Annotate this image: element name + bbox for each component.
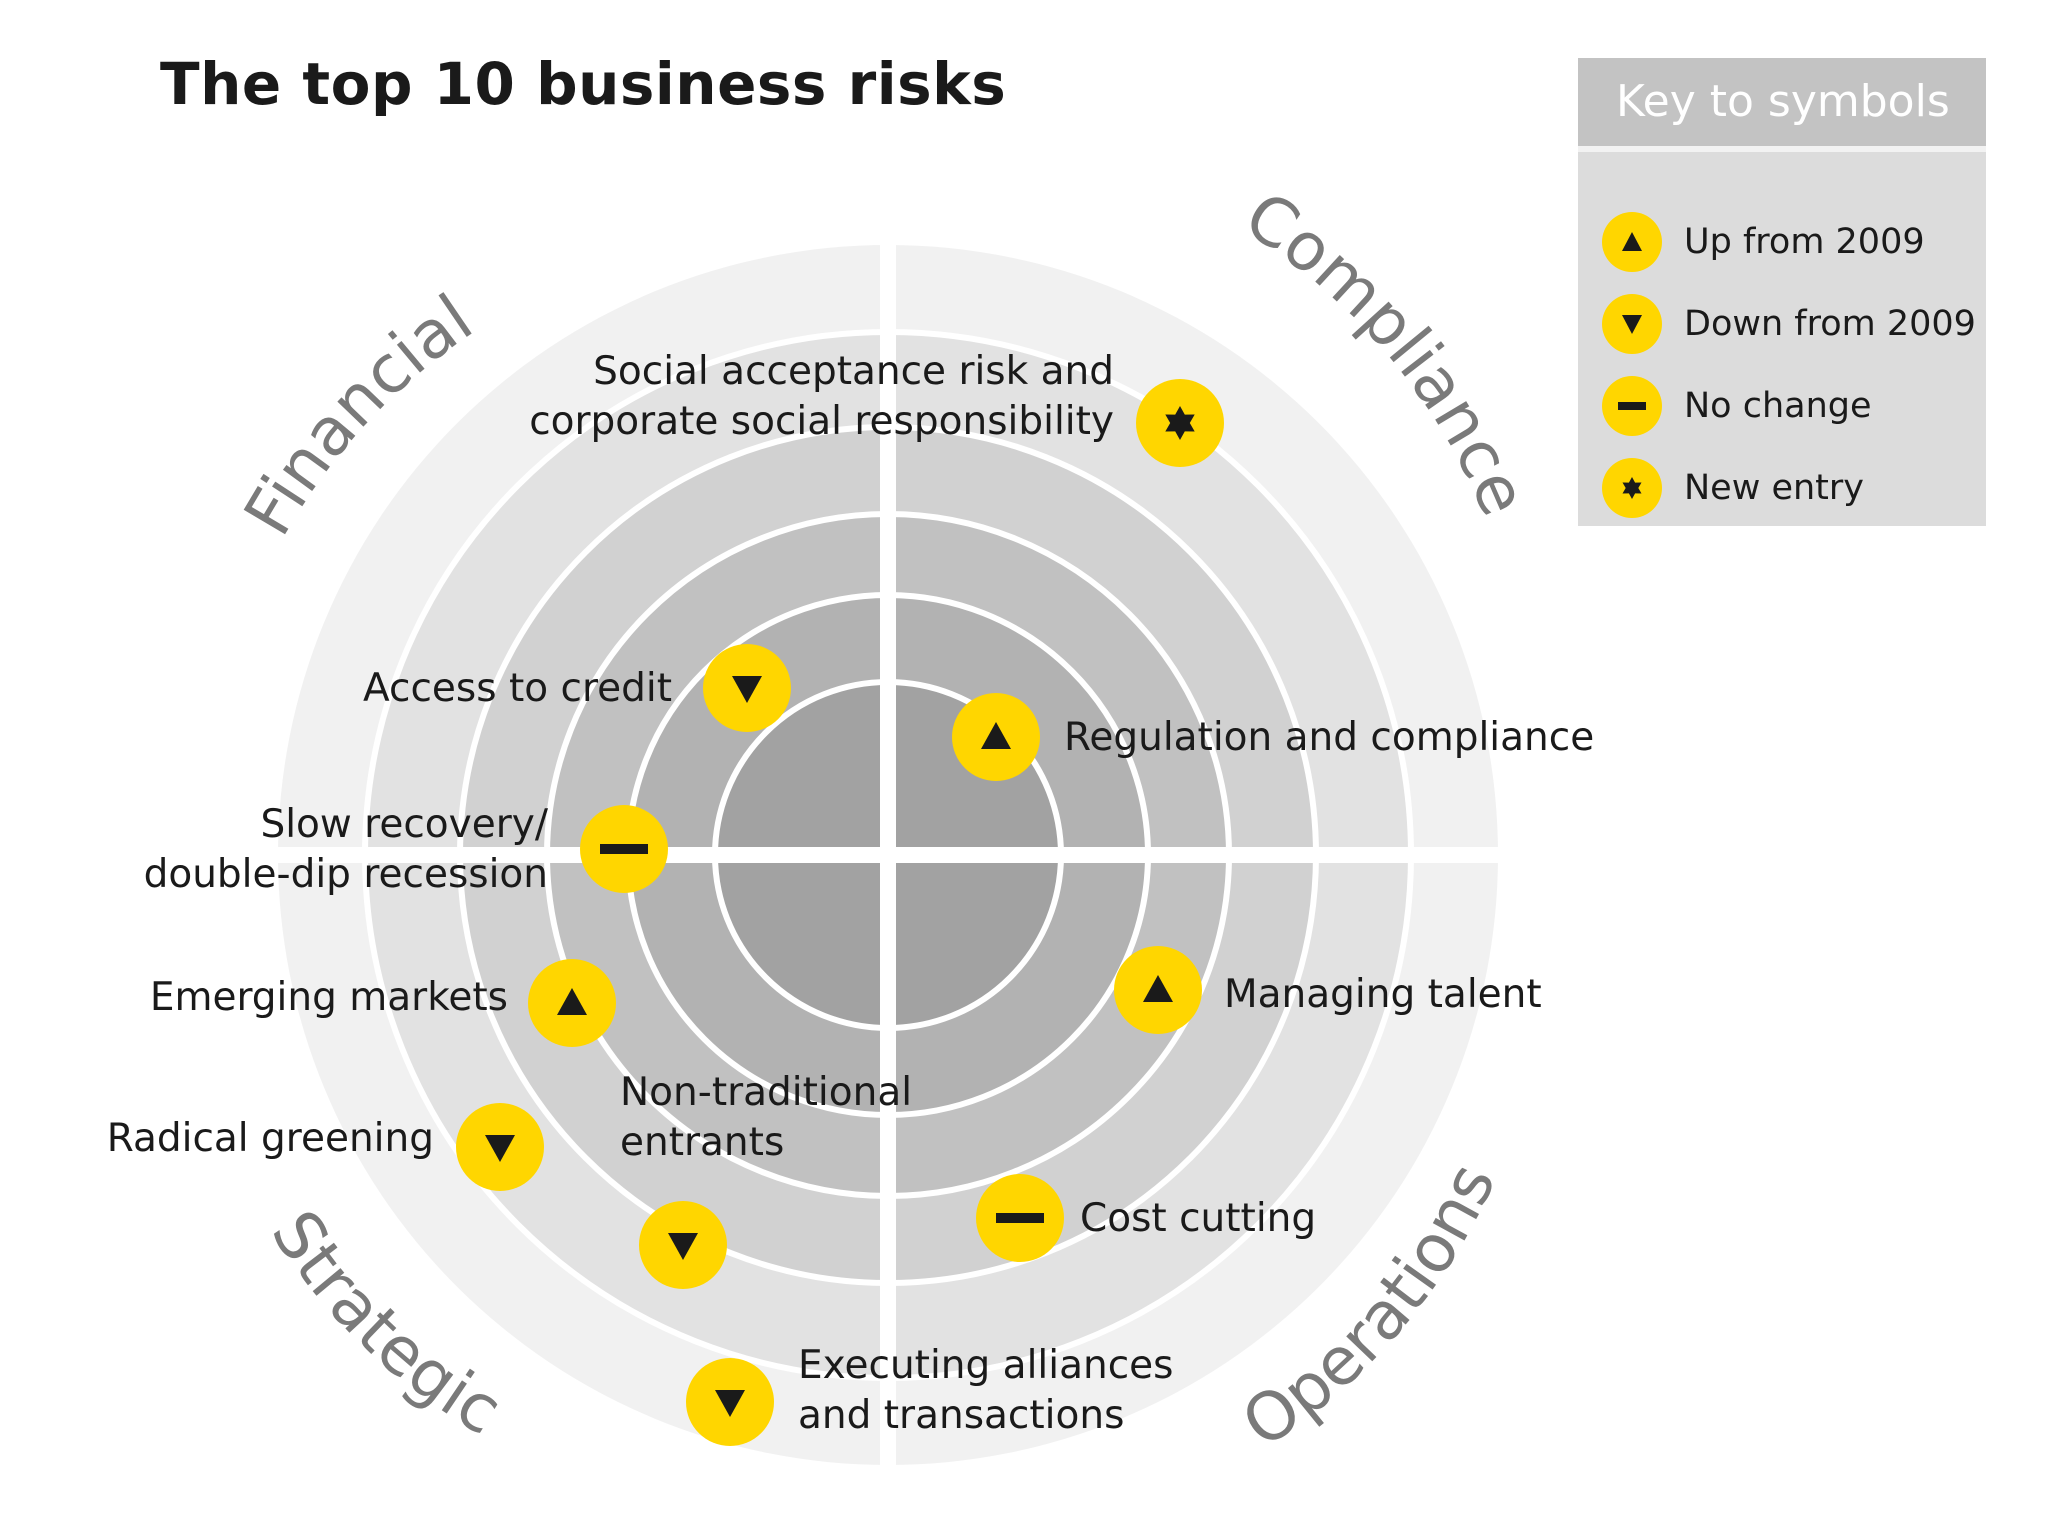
risk-label-5: Emerging markets: [150, 975, 508, 1020]
key-item-new-entry: New entry: [1600, 456, 1864, 520]
risk-marker-6: Non-traditional entrants: [620, 1070, 912, 1289]
up-triangle-icon: [528, 959, 616, 1047]
down-triangle-icon: [639, 1201, 727, 1289]
risk-label-line: Executing alliances: [798, 1343, 1173, 1388]
risk-marker-3: Slow recovery/double-dip recession: [144, 802, 668, 897]
risk-marker-2: Access to credit: [363, 644, 791, 732]
risk-marker-10: Executing alliances and transactions: [686, 1343, 1173, 1446]
dash-icon: [976, 1174, 1064, 1262]
risk-label-line: double-dip recession: [144, 852, 548, 897]
risk-label-line: entrants: [620, 1120, 784, 1165]
risk-marker-5: Emerging markets: [150, 959, 616, 1047]
down-triangle-icon: [1602, 294, 1662, 354]
risk-markers: Regulation and compliance Access to credi…: [107, 349, 1594, 1446]
dash-icon: [580, 805, 668, 893]
risk-marker-9: Social acceptance risk and corporate soci…: [529, 349, 1224, 467]
symbol-key-panel: Key to symbols Up from 2009 Down from 20…: [1578, 58, 1986, 526]
risk-label-9: Social acceptance risk and corporate soci…: [529, 349, 1114, 444]
up-triangle-icon: [1602, 212, 1662, 272]
key-item-no-change: No change: [1600, 374, 1872, 438]
key-label-up: Up from 2009: [1684, 222, 1925, 262]
star-icon: [1602, 458, 1662, 518]
risk-label-line: Emerging markets: [150, 975, 508, 1020]
key-label-new-entry: New entry: [1684, 468, 1865, 508]
risk-label-1: Regulation and compliance: [1064, 715, 1594, 760]
quadrant-divider-horizontal: [265, 847, 1505, 863]
down-triangle-icon: [456, 1103, 544, 1191]
risk-label-line: and transactions: [798, 1393, 1124, 1438]
risk-label-line: Access to credit: [363, 666, 672, 711]
key-label-no-change: No change: [1684, 386, 1872, 426]
risk-label-line: Cost cutting: [1080, 1196, 1316, 1241]
risk-label-4: Managing talent: [1224, 972, 1542, 1017]
risk-label-2: Access to credit: [363, 666, 672, 711]
star-icon: [1136, 379, 1224, 467]
risk-label-10: Executing alliances and transactions: [798, 1343, 1173, 1438]
up-triangle-icon: [952, 693, 1040, 781]
up-triangle-icon: [1114, 946, 1202, 1034]
page-title: The top 10 business risks: [160, 50, 1007, 118]
down-triangle-icon: [703, 644, 791, 732]
key-label-down: Down from 2009: [1684, 304, 1976, 344]
risk-label-line: corporate social responsibility: [529, 399, 1114, 444]
risk-label-3: Slow recovery/double-dip recession: [144, 802, 549, 897]
risk-marker-1: Regulation and compliance: [952, 693, 1594, 781]
risk-label-8: Radical greening: [107, 1116, 434, 1161]
dash-icon: [1602, 376, 1662, 436]
risk-marker-8: Radical greening: [107, 1103, 544, 1191]
risk-label-line: Regulation and compliance: [1064, 715, 1594, 760]
risk-label-6: Non-traditional entrants: [620, 1070, 912, 1165]
risk-label-line: Radical greening: [107, 1116, 434, 1161]
risk-label-line: Slow recovery/: [260, 802, 548, 847]
risk-marker-4: Managing talent: [1114, 946, 1542, 1034]
risk-label-line: Managing talent: [1224, 972, 1542, 1017]
down-triangle-icon: [686, 1358, 774, 1446]
risk-label-7: Cost cutting: [1080, 1196, 1316, 1241]
risk-label-line: Social acceptance risk and: [593, 349, 1114, 394]
risk-label-line: Non-traditional: [620, 1070, 912, 1115]
risk-marker-7: Cost cutting: [976, 1174, 1316, 1262]
key-item-up: Up from 2009: [1600, 210, 1925, 274]
key-item-down: Down from 2009: [1600, 292, 1976, 356]
symbol-key-title: Key to symbols: [1578, 58, 1986, 152]
